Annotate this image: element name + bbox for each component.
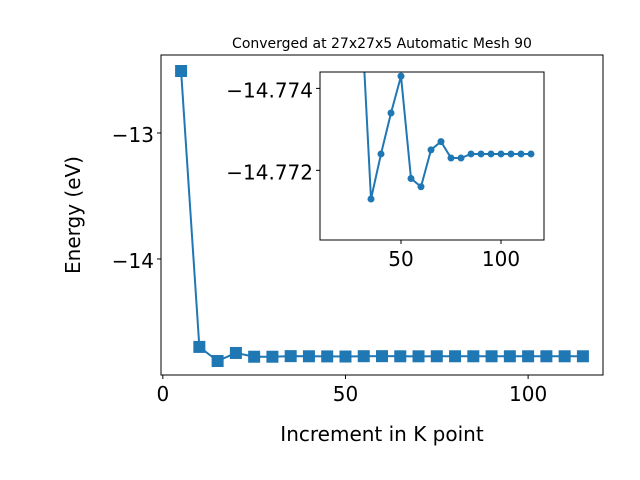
marker <box>487 150 495 158</box>
axes-frame <box>160 54 604 376</box>
marker <box>397 72 405 80</box>
y-tick-label: −13 <box>112 123 154 147</box>
marker <box>339 350 352 363</box>
marker <box>417 183 425 191</box>
y-tick-label: −14 <box>112 249 154 273</box>
marker <box>377 150 385 158</box>
axes-frame <box>319 71 545 241</box>
marker <box>321 350 334 363</box>
x-tick-label: 50 <box>388 247 413 271</box>
marker <box>284 350 297 363</box>
marker <box>507 150 515 158</box>
marker <box>467 350 480 363</box>
x-axis-label: Increment in K point <box>280 422 484 446</box>
marker <box>302 350 315 363</box>
x-tick-label: 100 <box>509 382 547 406</box>
y-tick-label: −14.774 <box>226 78 313 102</box>
marker <box>467 150 475 158</box>
marker <box>394 350 407 363</box>
marker <box>407 175 415 183</box>
marker <box>449 350 462 363</box>
marker <box>358 3 365 10</box>
marker <box>477 150 485 158</box>
marker <box>437 138 445 146</box>
marker <box>576 350 589 363</box>
marker <box>485 350 498 363</box>
marker <box>193 340 206 353</box>
x-tick-label: 50 <box>333 382 358 406</box>
marker <box>517 150 525 158</box>
marker <box>266 350 279 363</box>
x-tick-label: 0 <box>156 382 169 406</box>
plot-area <box>320 72 544 240</box>
marker <box>527 150 535 158</box>
marker <box>457 154 465 162</box>
marker <box>211 355 224 368</box>
marker <box>497 150 505 158</box>
marker <box>522 350 535 363</box>
marker <box>503 350 516 363</box>
marker <box>447 154 455 162</box>
y-axis-label: Energy (eV) <box>61 156 85 274</box>
marker <box>412 350 425 363</box>
marker <box>357 350 370 363</box>
marker <box>248 350 261 363</box>
marker <box>229 346 242 359</box>
x-tick-label: 100 <box>482 247 520 271</box>
marker <box>376 350 388 363</box>
marker <box>430 350 443 363</box>
marker <box>175 65 188 77</box>
marker <box>540 350 553 363</box>
y-tick-label: −14.772 <box>226 160 313 184</box>
marker <box>367 195 375 203</box>
chart-title: Converged at 27x27x5 Automatic Mesh 90 <box>232 36 532 52</box>
marker <box>427 146 435 154</box>
marker <box>558 350 571 363</box>
marker <box>387 109 395 117</box>
